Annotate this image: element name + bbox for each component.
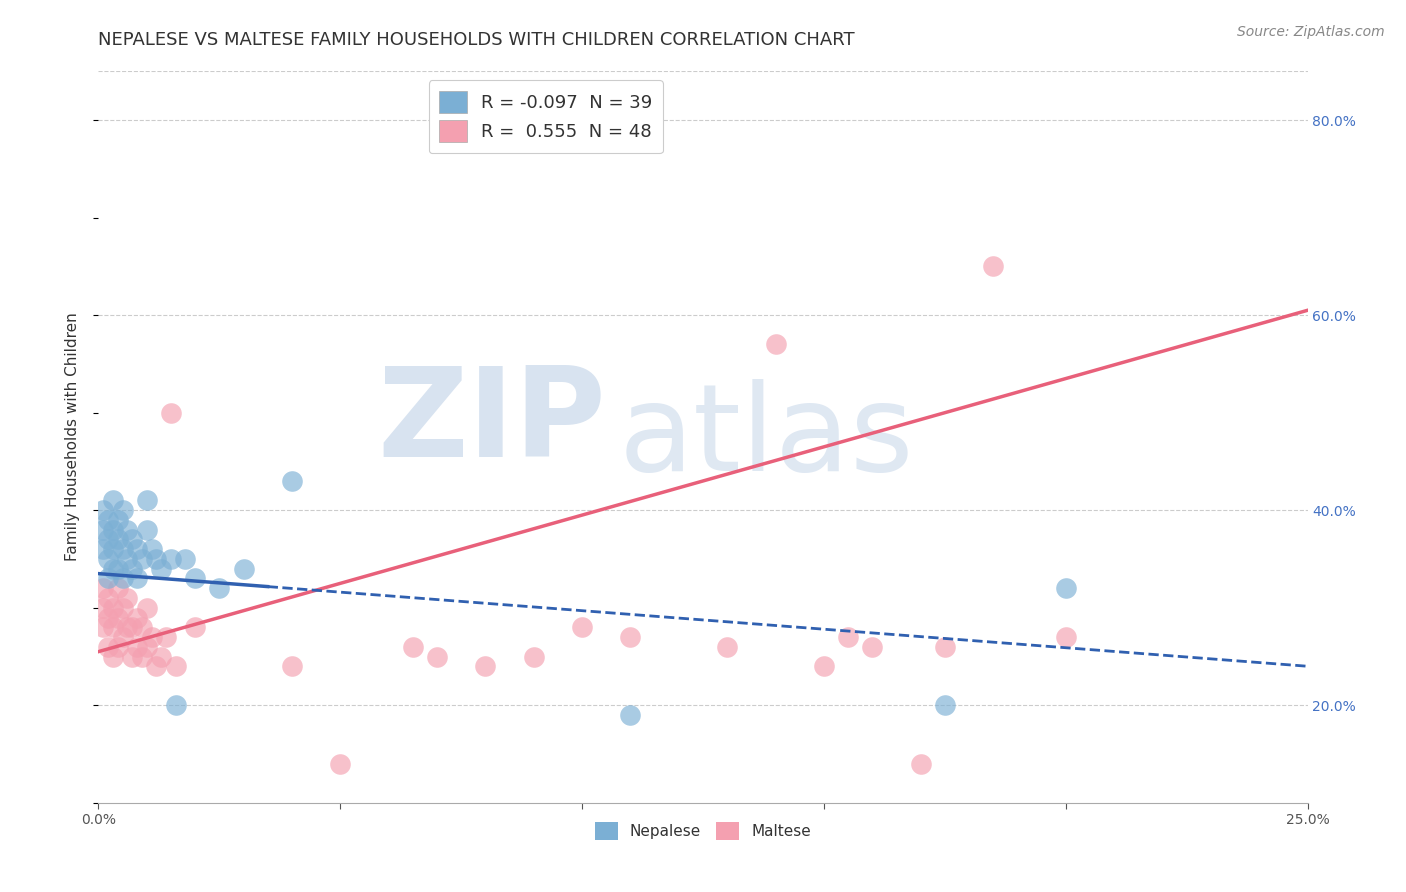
Point bbox=[127, 640, 149, 654]
Point bbox=[117, 620, 139, 634]
Point bbox=[402, 640, 425, 654]
Point bbox=[474, 659, 496, 673]
Point bbox=[111, 503, 134, 517]
Point bbox=[121, 649, 143, 664]
Point bbox=[91, 542, 114, 557]
Point bbox=[281, 659, 304, 673]
Point bbox=[910, 756, 932, 771]
Point bbox=[813, 659, 835, 673]
Point bbox=[619, 630, 641, 644]
Text: ZIP: ZIP bbox=[378, 362, 606, 483]
Legend: Nepalese, Maltese: Nepalese, Maltese bbox=[589, 815, 817, 847]
Point bbox=[208, 581, 231, 595]
Point bbox=[145, 552, 167, 566]
Point bbox=[1054, 630, 1077, 644]
Point bbox=[91, 503, 114, 517]
Point bbox=[141, 542, 163, 557]
Point bbox=[131, 620, 153, 634]
Point bbox=[765, 337, 787, 351]
Point bbox=[101, 493, 124, 508]
Point bbox=[135, 600, 157, 615]
Point bbox=[426, 649, 449, 664]
Point bbox=[281, 474, 304, 488]
Point bbox=[107, 513, 129, 527]
Point bbox=[329, 756, 352, 771]
Point bbox=[160, 552, 183, 566]
Point bbox=[97, 533, 120, 547]
Point bbox=[131, 649, 153, 664]
Point bbox=[107, 640, 129, 654]
Point bbox=[837, 630, 859, 644]
Point bbox=[101, 600, 124, 615]
Point bbox=[571, 620, 593, 634]
Point bbox=[155, 630, 177, 644]
Point bbox=[111, 542, 134, 557]
Point bbox=[127, 542, 149, 557]
Point bbox=[111, 630, 134, 644]
Point bbox=[135, 523, 157, 537]
Point bbox=[135, 493, 157, 508]
Point bbox=[97, 552, 120, 566]
Point bbox=[523, 649, 546, 664]
Point bbox=[107, 610, 129, 624]
Point bbox=[145, 659, 167, 673]
Point bbox=[934, 640, 956, 654]
Text: Source: ZipAtlas.com: Source: ZipAtlas.com bbox=[1237, 25, 1385, 39]
Point bbox=[101, 542, 124, 557]
Point bbox=[1054, 581, 1077, 595]
Point bbox=[91, 523, 114, 537]
Point bbox=[860, 640, 883, 654]
Point bbox=[107, 533, 129, 547]
Point bbox=[101, 523, 124, 537]
Point bbox=[117, 552, 139, 566]
Point bbox=[150, 649, 173, 664]
Point bbox=[117, 591, 139, 605]
Point bbox=[97, 513, 120, 527]
Point bbox=[91, 581, 114, 595]
Point bbox=[184, 620, 207, 634]
Point bbox=[174, 552, 197, 566]
Point bbox=[619, 708, 641, 723]
Point bbox=[101, 649, 124, 664]
Point bbox=[127, 572, 149, 586]
Point bbox=[121, 533, 143, 547]
Point bbox=[232, 562, 254, 576]
Text: atlas: atlas bbox=[619, 378, 914, 496]
Point bbox=[97, 572, 120, 586]
Point bbox=[97, 591, 120, 605]
Point bbox=[107, 581, 129, 595]
Point bbox=[184, 572, 207, 586]
Point bbox=[165, 659, 187, 673]
Point bbox=[121, 620, 143, 634]
Point bbox=[101, 620, 124, 634]
Point bbox=[117, 523, 139, 537]
Point bbox=[121, 562, 143, 576]
Point bbox=[716, 640, 738, 654]
Point bbox=[111, 600, 134, 615]
Point bbox=[101, 562, 124, 576]
Point bbox=[150, 562, 173, 576]
Point bbox=[127, 610, 149, 624]
Point bbox=[131, 552, 153, 566]
Point bbox=[91, 600, 114, 615]
Point bbox=[141, 630, 163, 644]
Point bbox=[165, 698, 187, 713]
Point bbox=[981, 260, 1004, 274]
Text: NEPALESE VS MALTESE FAMILY HOUSEHOLDS WITH CHILDREN CORRELATION CHART: NEPALESE VS MALTESE FAMILY HOUSEHOLDS WI… bbox=[98, 31, 855, 49]
Point bbox=[97, 610, 120, 624]
Point bbox=[107, 562, 129, 576]
Point bbox=[135, 640, 157, 654]
Y-axis label: Family Households with Children: Family Households with Children bbox=[65, 313, 80, 561]
Point bbox=[111, 572, 134, 586]
Point bbox=[97, 640, 120, 654]
Point bbox=[160, 406, 183, 420]
Point bbox=[91, 620, 114, 634]
Point bbox=[934, 698, 956, 713]
